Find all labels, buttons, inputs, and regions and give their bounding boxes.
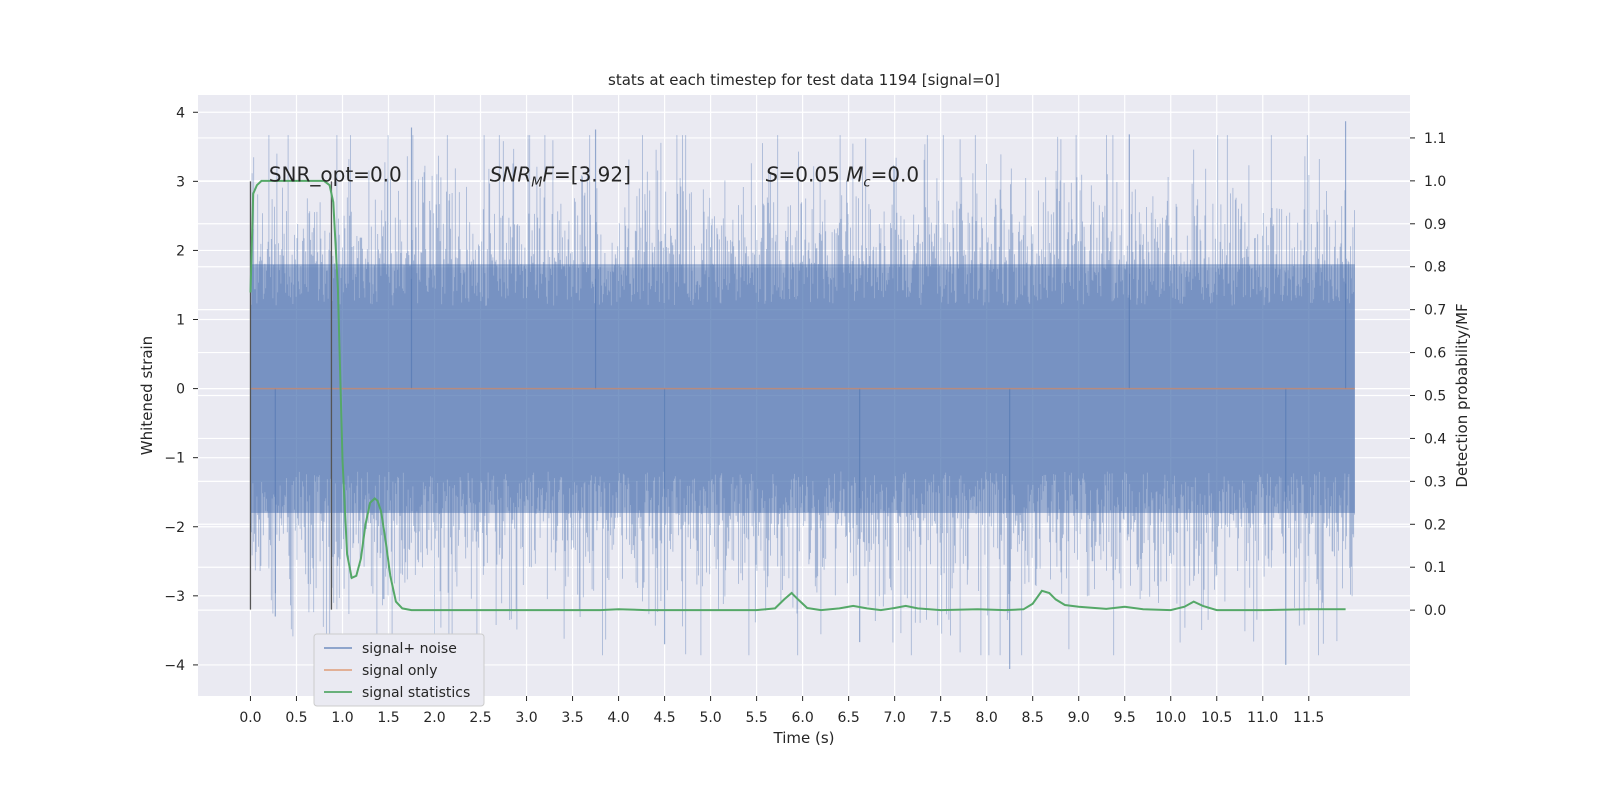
- x-tick-label: 9.5: [1114, 710, 1136, 726]
- y2-tick-label: 0.6: [1424, 346, 1446, 362]
- vertical-markers: [249, 181, 333, 610]
- x-tick-label: 11.0: [1247, 710, 1278, 726]
- x-tick-label: 3.5: [561, 710, 583, 726]
- x-tick-label: 10.5: [1201, 710, 1232, 726]
- x-tick-label: 11.5: [1293, 710, 1324, 726]
- y2-tick-label: 0.9: [1424, 217, 1446, 233]
- x-axis-ticks: 0.0 0.5 1.0 1.5 2.0 2.5 3.0 3.5 4.0 4.5 5.0 5.5 6.0 6…: [239, 696, 1324, 726]
- legend: signal+ noise signal only signal statistic…: [313, 633, 485, 707]
- y-tick-label: 4: [176, 105, 185, 121]
- y-tick-label: −2: [164, 520, 185, 536]
- chart-title: stats at each timestep for test data 119…: [608, 71, 1000, 89]
- y-tick-label: −3: [164, 589, 185, 605]
- x-tick-label: 1.5: [377, 710, 399, 726]
- x-tick-label: 4.0: [607, 710, 629, 726]
- y2-tick-label: 0.1: [1424, 560, 1446, 576]
- y-tick-label: 2: [176, 243, 185, 259]
- y2-tick-label: 1.1: [1424, 131, 1446, 147]
- x-tick-label: 10.0: [1155, 710, 1186, 726]
- y2-tick-label: 0.8: [1424, 260, 1446, 276]
- legend-box: [313, 633, 485, 707]
- y-tick-label: 0: [176, 382, 185, 398]
- x-tick-label: 5.5: [745, 710, 767, 726]
- y2-tick-label: 0.0: [1424, 603, 1446, 619]
- y2-tick-label: 0.3: [1424, 474, 1446, 490]
- x-tick-label: 4.5: [653, 710, 675, 726]
- x-tick-label: 3.0: [515, 710, 537, 726]
- y-axis-label: Whitened strain: [138, 336, 156, 455]
- legend-label: signal statistics: [362, 685, 470, 701]
- legend-label: signal only: [362, 663, 437, 679]
- x-tick-label: 9.0: [1068, 710, 1090, 726]
- y2-tick-label: 0.2: [1424, 517, 1446, 533]
- y2-axis-label: Detection probability/MF: [1453, 303, 1471, 487]
- x-tick-label: 0.0: [239, 710, 261, 726]
- x-tick-label: 6.5: [838, 710, 860, 726]
- x-tick-label: 2.5: [469, 710, 491, 726]
- x-tick-label: 0.5: [285, 710, 307, 726]
- y-tick-label: 3: [176, 174, 185, 190]
- y2-tick-label: 0.4: [1424, 431, 1446, 447]
- x-tick-label: 6.0: [791, 710, 813, 726]
- y-tick-label: −4: [164, 658, 185, 674]
- annotation-s-mc: S=0.05 Mc=0.0: [766, 162, 919, 190]
- x-tick-label: 1.0: [331, 710, 353, 726]
- y2-axis-ticks: 0.0 0.1 0.2 0.3 0.4 0.5 0.6 0.7 0.8 0.9 1.0 1.1: [1410, 131, 1446, 619]
- x-tick-label: 5.0: [699, 710, 721, 726]
- y2-tick-label: 0.7: [1424, 303, 1446, 319]
- annotation-snr-mf: SNRMF=[3.92]: [490, 162, 631, 190]
- y-tick-label: −1: [164, 451, 185, 467]
- y2-tick-label: 0.5: [1424, 389, 1446, 405]
- annotation-snr-opt: SNR_opt=0.0: [269, 162, 402, 186]
- x-tick-label: 7.5: [930, 710, 952, 726]
- x-tick-label: 7.0: [884, 710, 906, 726]
- x-tick-label: 2.0: [423, 710, 445, 726]
- x-axis-label: Time (s): [773, 729, 835, 747]
- y2-tick-label: 1.0: [1424, 174, 1446, 190]
- series-signal-statistics: [249, 179, 1346, 612]
- y-tick-label: 1: [176, 313, 185, 329]
- x-tick-label: 8.0: [976, 710, 998, 726]
- y-axis-ticks: −4 −3 −2 −1 0 1 2 3 4: [164, 105, 198, 674]
- x-tick-label: 8.5: [1022, 710, 1044, 726]
- legend-label: signal+ noise: [362, 641, 457, 657]
